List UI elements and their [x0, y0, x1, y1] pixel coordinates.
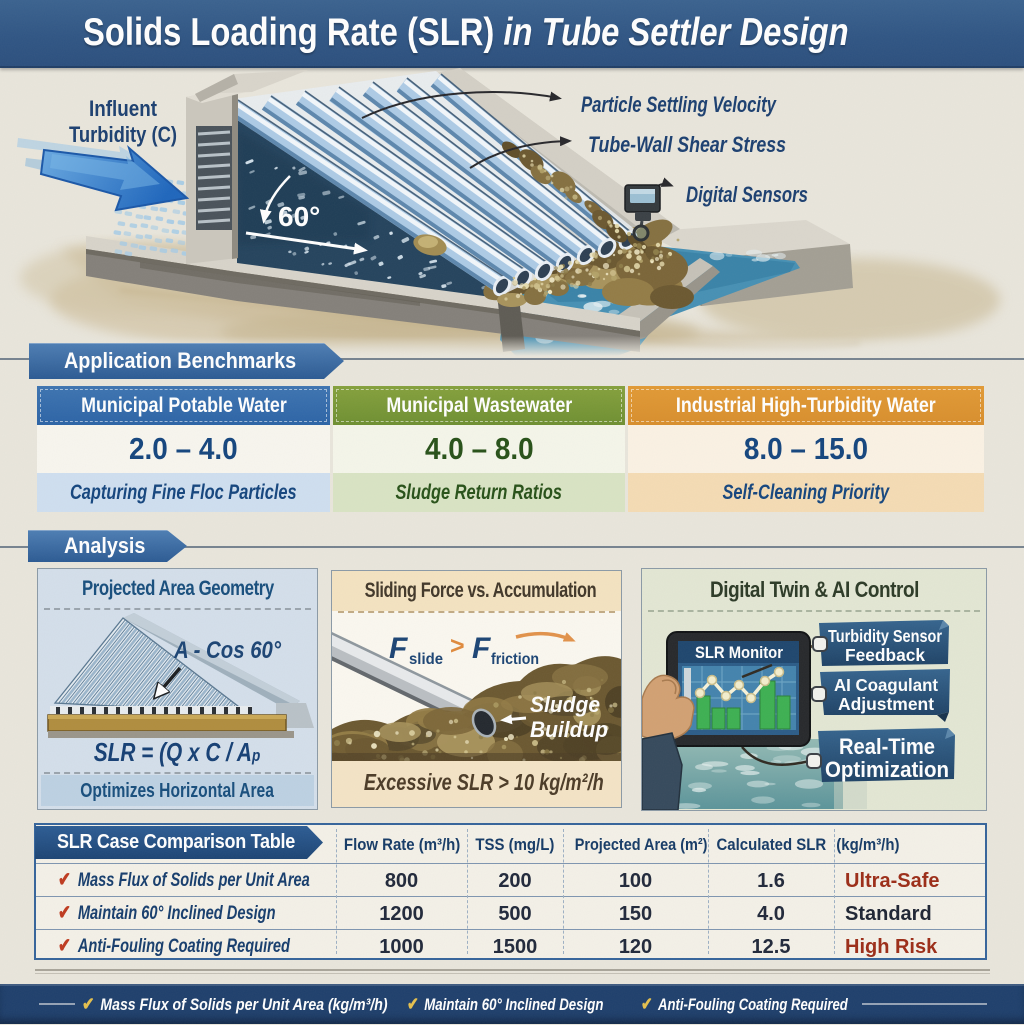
svg-text:Adjustment: Adjustment: [838, 694, 934, 714]
svg-text:SLR Monitor: SLR Monitor: [695, 643, 783, 662]
svg-text:A - Cos 60°: A - Cos 60°: [173, 637, 281, 664]
svg-text:Buildup: Buildup: [530, 717, 608, 742]
svg-text:Influent: Influent: [89, 96, 158, 121]
svg-text:Optimization: Optimization: [825, 757, 949, 782]
svg-text:F: F: [472, 632, 491, 665]
svg-text:Turbidity Sensor: Turbidity Sensor: [828, 626, 942, 646]
svg-text:Feedback: Feedback: [845, 645, 925, 665]
svg-text:AI Coagulant: AI Coagulant: [834, 675, 938, 695]
svg-text:Tube-Wall Shear Stress: Tube-Wall Shear Stress: [588, 132, 786, 157]
svg-text:Particle Settling Velocity: Particle Settling Velocity: [581, 92, 777, 117]
svg-text:friction: friction: [491, 651, 539, 668]
svg-text:60°: 60°: [278, 201, 320, 232]
svg-text:Turbidity (C): Turbidity (C): [69, 122, 177, 147]
svg-text:slide: slide: [409, 651, 443, 668]
svg-text:>: >: [450, 632, 465, 660]
svg-text:F: F: [389, 632, 408, 665]
svg-text:Sludge: Sludge: [530, 692, 600, 717]
svg-text:Real-Time: Real-Time: [839, 734, 935, 759]
svg-text:Digital Sensors: Digital Sensors: [686, 182, 808, 207]
